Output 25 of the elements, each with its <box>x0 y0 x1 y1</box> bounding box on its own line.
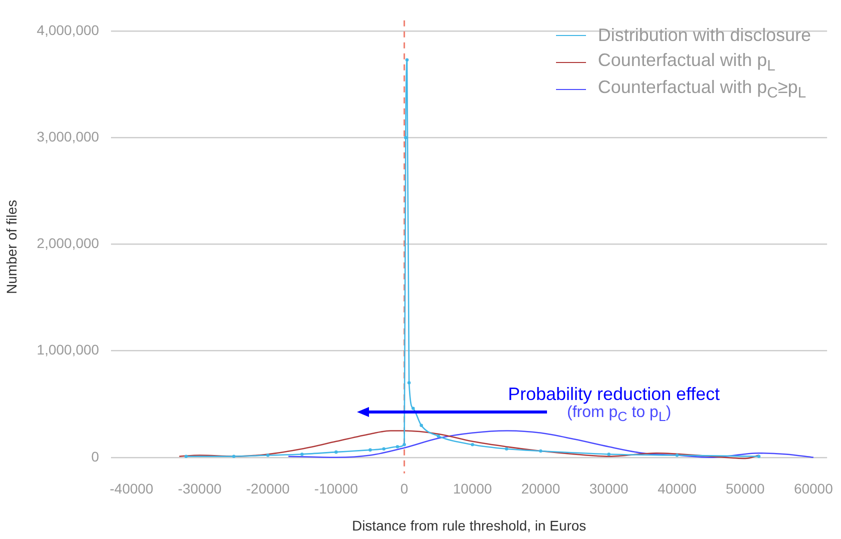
annotation: Probability reduction effect <box>508 384 720 405</box>
x-tick-label: 60000 <box>794 480 834 497</box>
x-tick-label: 0 <box>400 480 408 497</box>
x-tick-label: 20000 <box>521 480 560 497</box>
y-tick-label: 2,000,000 <box>36 235 100 252</box>
x-axis-title: Distance from rule threshold, in Euros <box>352 517 586 534</box>
y-tick-label: 3,000,000 <box>36 128 100 145</box>
x-tick-label: -10000 <box>314 480 358 497</box>
annotation: (from p$_{C}$ to p$_{L}$) <box>567 404 672 425</box>
y-tick-label: 1,000,000 <box>36 342 100 358</box>
legend-label: Counterfactual with p$_{C}$≥p$_{L}$ <box>598 77 806 102</box>
x-tick-label: 30000 <box>589 480 629 497</box>
x-tick-label: 40000 <box>658 480 697 497</box>
legend-label: Counterfactual with p$_{L}$ <box>598 50 776 75</box>
y-axis-title: Number of files <box>3 200 20 294</box>
legend-label: Distribution with disclosure <box>598 25 811 46</box>
x-tick-label: 50000 <box>726 480 765 497</box>
x-tick-label: -30000 <box>178 480 222 497</box>
x-tick-label: -20000 <box>246 480 290 497</box>
line-series <box>178 430 760 460</box>
x-tick-label: 10000 <box>453 480 492 497</box>
x-tick-label: -40000 <box>110 480 154 497</box>
line-series <box>288 430 814 458</box>
y-tick-label: 4,000,000 <box>36 22 100 38</box>
y-tick-label: 0 <box>91 448 100 464</box>
